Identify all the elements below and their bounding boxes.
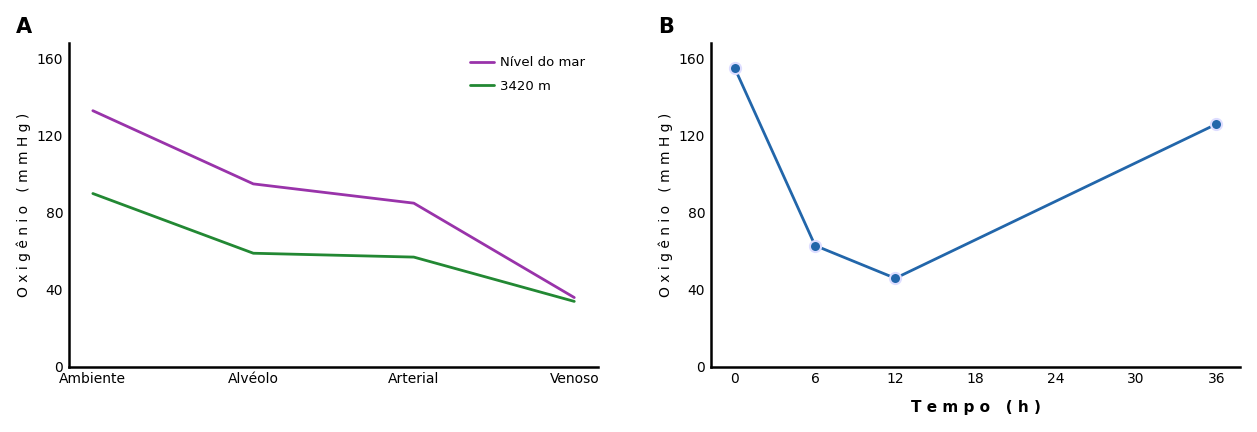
Text: A: A	[16, 17, 31, 38]
3420 m	[246, 251, 261, 256]
Nível do mar	[406, 200, 421, 206]
3420 m	[567, 299, 582, 304]
Nível do mar	[246, 181, 261, 187]
Nível do mar	[85, 108, 101, 113]
3420 m	[406, 254, 421, 260]
Line: Nível do mar: Nível do mar	[93, 111, 574, 298]
X-axis label: T e m p o   ( h ): T e m p o ( h )	[910, 400, 1041, 415]
Legend: Nível do mar, 3420 m: Nível do mar, 3420 m	[464, 50, 592, 100]
Line: 3420 m: 3420 m	[93, 194, 574, 302]
Text: B: B	[657, 17, 674, 38]
3420 m	[85, 191, 101, 196]
Nível do mar	[567, 295, 582, 300]
Y-axis label: O x i g ê n i o   ( m m H g ): O x i g ê n i o ( m m H g )	[659, 113, 674, 297]
Y-axis label: O x i g ê n i o   ( m m H g ): O x i g ê n i o ( m m H g )	[16, 113, 31, 297]
